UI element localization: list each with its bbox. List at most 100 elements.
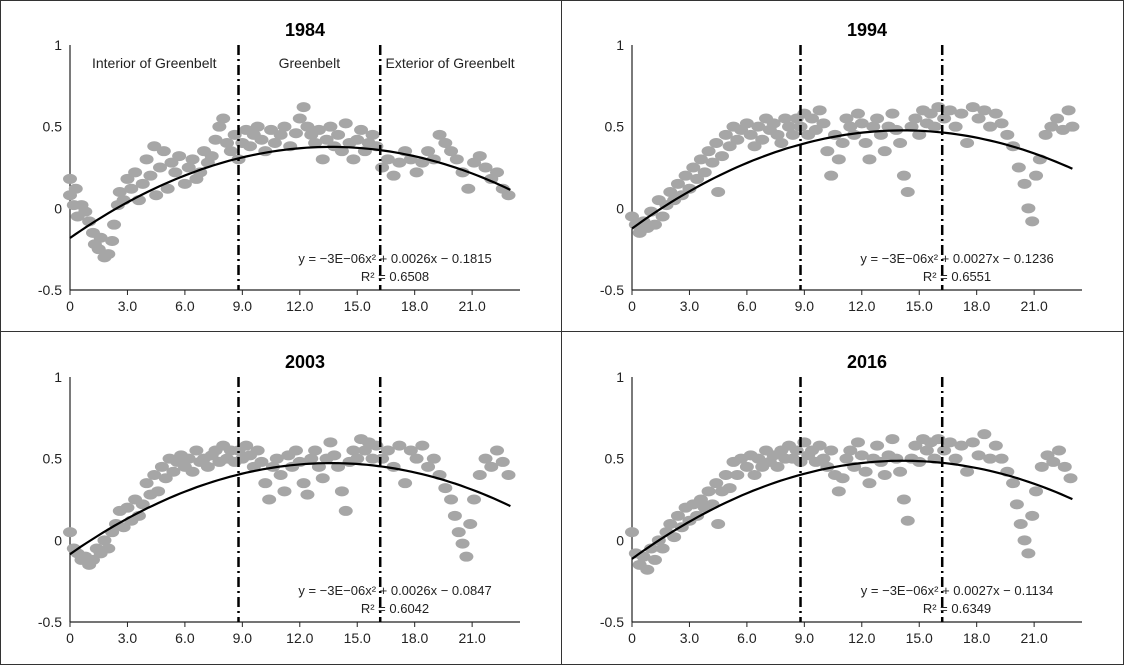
y-tick-label: 0 — [54, 532, 62, 548]
x-tick-label: 6.0 — [737, 630, 757, 646]
x-tick-label: 15.0 — [906, 630, 933, 646]
data-point — [977, 429, 992, 440]
x-tick-label: 18.0 — [963, 630, 990, 646]
data-point — [296, 478, 311, 489]
data-point — [346, 445, 361, 456]
data-point — [501, 190, 516, 201]
data-point — [854, 450, 869, 461]
data-point — [258, 478, 273, 489]
data-point — [858, 466, 873, 477]
data-point — [484, 461, 499, 472]
data-point — [747, 470, 762, 480]
data-point — [1021, 203, 1036, 214]
data-point — [1011, 162, 1026, 173]
data-point — [421, 146, 436, 157]
data-point — [212, 121, 227, 132]
data-point — [254, 456, 269, 467]
data-point — [392, 440, 407, 451]
data-point — [380, 445, 395, 456]
data-point — [403, 445, 418, 456]
data-point — [812, 105, 827, 116]
data-point — [831, 154, 846, 165]
data-point — [365, 453, 380, 464]
data-point — [273, 129, 288, 140]
data-point — [160, 183, 175, 194]
data-point — [942, 437, 957, 448]
data-point — [250, 121, 265, 132]
data-point — [766, 118, 781, 129]
x-tick-label: 3.0 — [118, 298, 138, 314]
data-point — [640, 564, 655, 575]
data-point — [472, 470, 487, 480]
data-point — [304, 453, 319, 464]
data-point — [839, 113, 854, 124]
x-tick-label: 21.0 — [1021, 630, 1048, 646]
data-point — [682, 183, 697, 194]
data-point — [900, 515, 915, 526]
chart-title: 2016 — [847, 352, 887, 372]
data-point — [977, 105, 992, 116]
data-point — [954, 108, 969, 119]
data-point — [216, 113, 231, 124]
data-point — [816, 118, 831, 129]
data-point — [805, 113, 819, 124]
data-point — [877, 146, 892, 157]
data-point — [1006, 478, 1021, 489]
y-tick-label: 0 — [616, 200, 624, 216]
x-tick-label: 0 — [66, 630, 74, 646]
data-point — [200, 461, 215, 472]
data-point — [421, 461, 436, 472]
data-point — [655, 211, 670, 222]
data-point — [151, 486, 166, 497]
data-point — [755, 134, 770, 145]
data-point — [722, 483, 737, 494]
data-point — [85, 554, 100, 565]
data-point — [885, 434, 900, 445]
x-tick-label: 0 — [66, 298, 74, 314]
y-tick-label: 0.5 — [605, 451, 625, 467]
data-point — [663, 519, 678, 529]
data-point — [663, 187, 678, 197]
data-point — [988, 440, 1003, 451]
data-point — [919, 445, 934, 456]
r-squared-label: R² = 0.6349 — [923, 601, 991, 616]
data-point — [858, 138, 873, 148]
data-point — [854, 118, 869, 129]
data-point — [267, 138, 282, 148]
data-point — [208, 134, 223, 145]
data-point — [843, 121, 858, 132]
data-point — [678, 170, 693, 181]
data-point — [334, 486, 349, 497]
data-point — [994, 118, 1009, 129]
data-point — [156, 146, 171, 157]
data-point — [415, 440, 430, 451]
data-point — [730, 470, 745, 480]
x-tick-label: 0 — [628, 298, 636, 314]
x-tick-label: 9.0 — [233, 298, 253, 314]
data-point — [204, 151, 219, 162]
data-point — [120, 502, 135, 513]
data-point — [478, 162, 493, 173]
data-point — [501, 470, 516, 480]
x-tick-label: 15.0 — [906, 298, 933, 314]
data-point — [308, 138, 323, 148]
data-point — [105, 236, 120, 246]
x-tick-label: 15.0 — [344, 298, 371, 314]
data-point — [1065, 121, 1080, 132]
y-tick-label: 1 — [54, 37, 62, 53]
data-point — [1050, 113, 1065, 124]
data-point — [459, 551, 474, 562]
data-point — [923, 108, 938, 119]
data-point — [426, 453, 441, 464]
r-squared-label: R² = 0.6508 — [361, 269, 429, 284]
data-point — [375, 162, 390, 173]
data-point — [835, 473, 850, 484]
data-point — [866, 121, 881, 132]
data-point — [889, 453, 904, 464]
data-point — [120, 173, 135, 184]
data-point — [711, 187, 726, 197]
data-point — [701, 146, 716, 157]
x-tick-label: 6.0 — [737, 298, 757, 314]
data-point — [135, 178, 150, 189]
data-point — [392, 157, 407, 168]
